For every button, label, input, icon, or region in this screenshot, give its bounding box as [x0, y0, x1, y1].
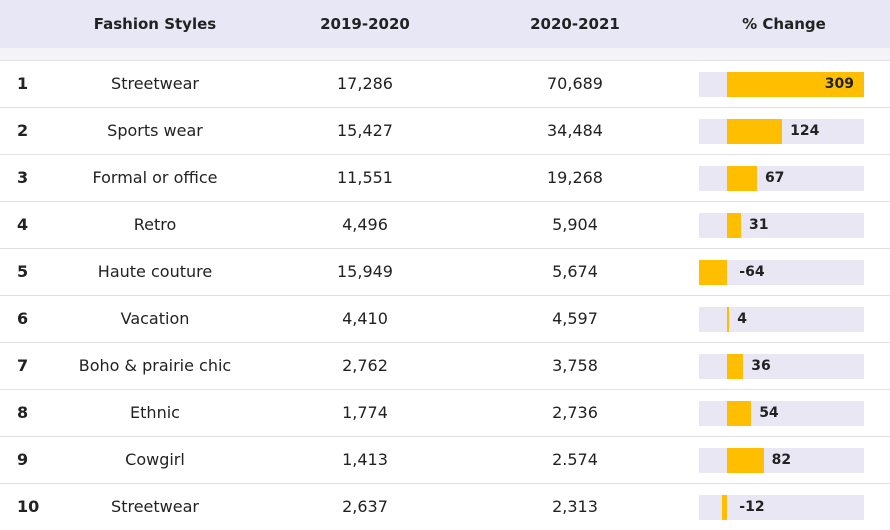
change-bar-track: 31 — [699, 213, 864, 238]
value-2020-2021-cell: 70,689 — [547, 74, 603, 93]
change-bar-track: 82 — [699, 448, 864, 473]
change-bar — [699, 260, 728, 285]
style-cell: Streetwear — [111, 74, 199, 93]
value-2019-2020-cell: 15,427 — [337, 121, 393, 140]
value-2019-2020-cell: 2,762 — [342, 356, 388, 375]
value-2019-2020-cell: 1,413 — [342, 450, 388, 469]
rank-cell: 5 — [17, 262, 29, 281]
change-label: 124 — [790, 123, 820, 139]
change-bar-track: -64 — [699, 260, 864, 285]
rank-cell: 7 — [17, 356, 29, 375]
value-2019-2020-cell: 11,551 — [337, 168, 393, 187]
value-2020-2021-cell: 5,904 — [552, 215, 598, 234]
style-cell: Ethnic — [130, 403, 180, 422]
table-row: 2 Sports wear 15,427 34,484 124 — [0, 107, 890, 154]
style-cell: Sports wear — [107, 121, 203, 140]
value-2020-2021-cell: 2,736 — [552, 403, 598, 422]
header-divider-band — [0, 48, 890, 60]
value-2020-2021-cell: 4,597 — [552, 309, 598, 328]
value-2019-2020-cell: 4,410 — [342, 309, 388, 328]
style-cell: Streetwear — [111, 497, 199, 516]
value-2020-2021-cell: 2,313 — [552, 497, 598, 516]
table-row: 4 Retro 4,496 5,904 31 — [0, 201, 890, 248]
change-bar-track: 124 — [699, 119, 864, 144]
table-row: 1 Streetwear 17,286 70,689 309 — [0, 60, 890, 107]
rank-cell: 2 — [17, 121, 29, 140]
change-bar — [727, 354, 744, 379]
change-label: 36 — [751, 358, 771, 374]
rank-cell: 10 — [17, 497, 40, 516]
value-2019-2020-cell: 4,496 — [342, 215, 388, 234]
rank-cell: 9 — [17, 450, 29, 469]
change-label: -64 — [739, 264, 765, 280]
table-row: 10 Streetwear 2,637 2,313 -12 — [0, 483, 890, 530]
rank-cell: 4 — [17, 215, 29, 234]
value-2019-2020-cell: 15,949 — [337, 262, 393, 281]
change-bar — [727, 401, 752, 426]
header-2020-2021: 2020-2021 — [530, 15, 620, 33]
value-2020-2021-cell: 19,268 — [547, 168, 603, 187]
value-2019-2020-cell: 2,637 — [342, 497, 388, 516]
change-bar — [727, 119, 783, 144]
value-2020-2021-cell: 5,674 — [552, 262, 598, 281]
header-percent-change: % Change — [742, 15, 826, 33]
change-bar-track: 54 — [699, 401, 864, 426]
value-2020-2021-cell: 34,484 — [547, 121, 603, 140]
table-row: 5 Haute couture 15,949 5,674 -64 — [0, 248, 890, 295]
style-cell: Vacation — [120, 309, 190, 328]
change-bar — [722, 495, 728, 520]
change-bar-track: 309 — [699, 72, 864, 97]
change-bar — [727, 307, 730, 332]
change-label: 31 — [749, 217, 769, 233]
style-cell: Retro — [133, 215, 177, 234]
style-cell: Formal or office — [92, 168, 218, 187]
header-2019-2020: 2019-2020 — [320, 15, 410, 33]
table-header: Fashion Styles 2019-2020 2020-2021 % Cha… — [0, 0, 890, 48]
change-bar-track: 67 — [699, 166, 864, 191]
change-label: -12 — [739, 499, 765, 515]
value-2020-2021-cell: 2.574 — [552, 450, 598, 469]
change-bar-track: 36 — [699, 354, 864, 379]
value-2019-2020-cell: 1,774 — [342, 403, 388, 422]
table-row: 8 Ethnic 1,774 2,736 54 — [0, 389, 890, 436]
change-label: 54 — [759, 405, 779, 421]
style-cell: Boho & prairie chic — [78, 356, 232, 375]
change-label: 67 — [764, 170, 785, 186]
table-row: 7 Boho & prairie chic 2,762 3,758 36 — [0, 342, 890, 389]
change-bar — [727, 72, 864, 97]
change-bar — [727, 448, 764, 473]
change-bar — [727, 213, 741, 238]
change-bar-track: -12 — [699, 495, 864, 520]
change-bar — [727, 166, 757, 191]
table-row: 6 Vacation 4,410 4,597 4 — [0, 295, 890, 342]
header-rank — [0, 0, 45, 48]
value-2020-2021-cell: 3,758 — [552, 356, 598, 375]
rank-cell: 1 — [17, 74, 29, 93]
header-fashion-styles: Fashion Styles — [93, 15, 217, 33]
rank-cell: 6 — [17, 309, 29, 328]
change-label: 82 — [771, 452, 792, 468]
change-label: 309 — [824, 76, 854, 92]
table-row: 9 Cowgirl 1,413 2.574 82 — [0, 436, 890, 483]
rank-cell: 3 — [17, 168, 29, 187]
style-cell: Haute couture — [97, 262, 213, 281]
style-cell: Cowgirl — [125, 450, 185, 469]
change-label: 4 — [737, 311, 748, 327]
change-bar-track: 4 — [699, 307, 864, 332]
value-2019-2020-cell: 17,286 — [337, 74, 393, 93]
table-row: 3 Formal or office 11,551 19,268 67 — [0, 154, 890, 201]
rank-cell: 8 — [17, 403, 29, 422]
